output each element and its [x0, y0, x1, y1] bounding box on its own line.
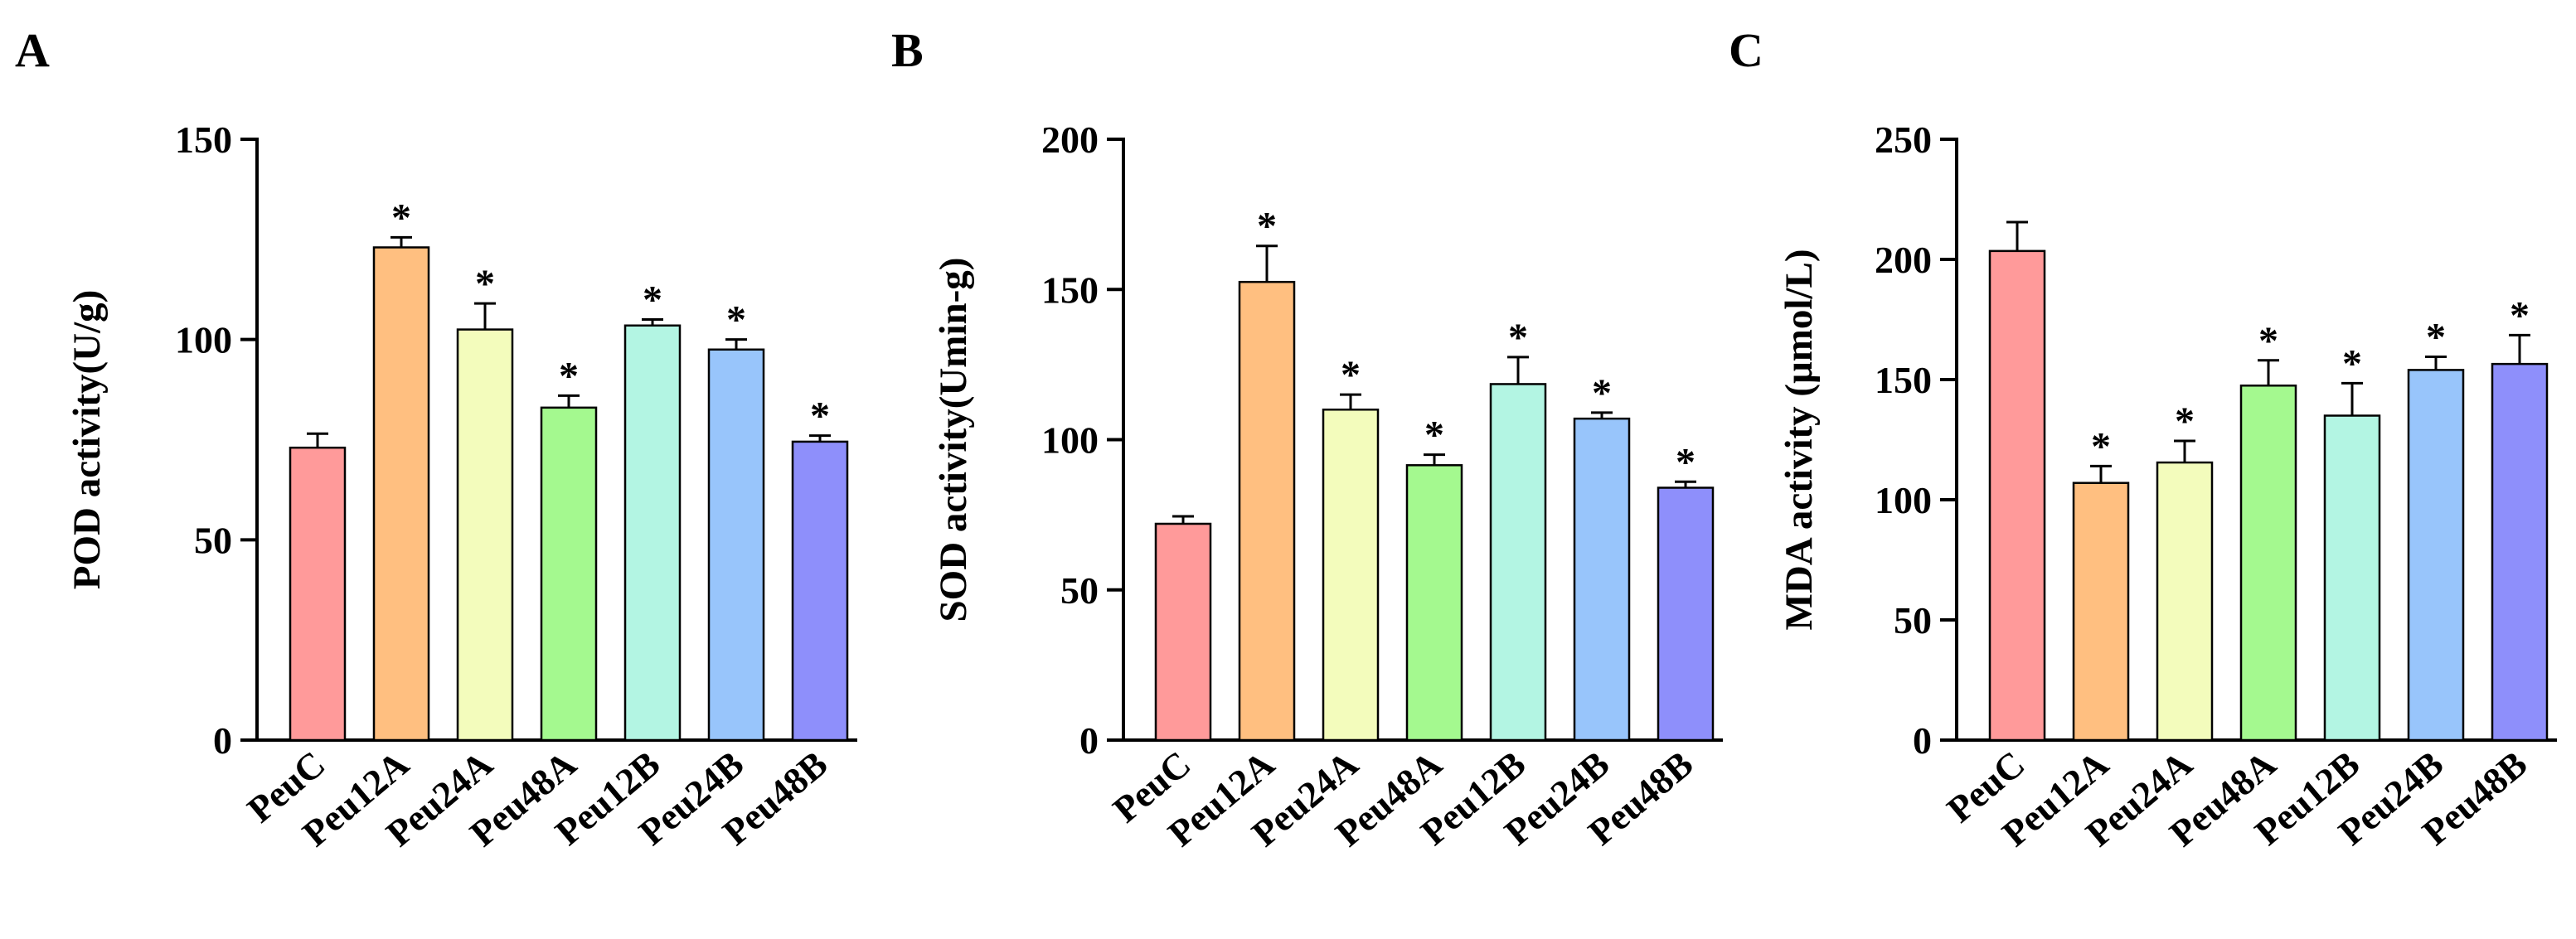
- bar-peu12b: [623, 324, 682, 742]
- significance-star: *: [1508, 316, 1528, 360]
- significance-star: *: [2175, 399, 2195, 443]
- y-tick-label: 50: [194, 519, 232, 561]
- significance-star: *: [1341, 353, 1361, 397]
- y-axis-title: MDA activity (μmol/L): [1778, 249, 1821, 631]
- y-tick-label: 150: [175, 119, 232, 161]
- bar-peu24b: [1573, 417, 1631, 742]
- y-axis-title: SOD activity(Umin-g): [932, 258, 975, 622]
- significance-star: *: [1676, 440, 1696, 484]
- y-tick-label: 0: [1079, 719, 1099, 762]
- significance-star: *: [559, 354, 579, 398]
- significance-star: *: [2258, 319, 2278, 363]
- significance-star: *: [810, 394, 830, 438]
- bar-peuc: [1154, 522, 1212, 742]
- bar-peu24b: [2407, 369, 2465, 742]
- bar-peu48b: [1657, 486, 1715, 742]
- y-tick-label: 150: [1041, 269, 1099, 311]
- bar-peu12b: [2323, 414, 2381, 742]
- bar-peuc: [1988, 249, 2046, 742]
- significance-star: *: [2426, 315, 2446, 359]
- panel-letter: A: [15, 23, 50, 77]
- significance-star: *: [2091, 424, 2111, 468]
- y-tick-label: 100: [1041, 419, 1099, 462]
- significance-star: *: [1592, 371, 1612, 415]
- bar-peu48a: [2239, 385, 2297, 742]
- bar-peuc: [289, 446, 347, 742]
- y-axis-title: POD activity(U/g): [65, 290, 109, 590]
- y-tick-label: 0: [213, 719, 232, 762]
- panel-letter: C: [1729, 23, 1763, 77]
- bar-peu12a: [1238, 280, 1296, 742]
- y-tick-label: 50: [1060, 569, 1099, 612]
- y-tick-label: 50: [1894, 599, 1932, 641]
- bar-peu24a: [456, 328, 514, 742]
- significance-star: *: [2510, 293, 2530, 337]
- significance-star: *: [643, 278, 662, 322]
- bar-peu48b: [791, 440, 849, 742]
- significance-star: *: [1424, 414, 1444, 457]
- significance-star: *: [2342, 341, 2362, 385]
- bar-peu12a: [2072, 482, 2130, 742]
- bar-peu24b: [707, 348, 765, 742]
- y-tick-label: 150: [1875, 359, 1932, 401]
- significance-star: *: [1257, 205, 1277, 249]
- y-tick-label: 200: [1875, 239, 1932, 281]
- bar-peu24a: [2156, 461, 2214, 742]
- significance-star: *: [475, 262, 495, 306]
- bar-peu48b: [2491, 362, 2549, 742]
- y-tick-label: 100: [1875, 479, 1932, 521]
- bar-peu24a: [1322, 409, 1380, 742]
- bar-peu12a: [372, 246, 430, 742]
- y-tick-label: 100: [175, 319, 232, 361]
- significance-star: *: [726, 298, 746, 342]
- bar-peu48a: [1405, 464, 1463, 742]
- y-tick-label: 0: [1913, 719, 1932, 762]
- y-tick-label: 250: [1875, 119, 1932, 161]
- bar-peu12b: [1489, 383, 1547, 742]
- significance-star: *: [391, 196, 411, 240]
- bar-peu48a: [540, 406, 598, 742]
- y-tick-label: 200: [1041, 119, 1099, 161]
- panel-letter: B: [891, 23, 924, 77]
